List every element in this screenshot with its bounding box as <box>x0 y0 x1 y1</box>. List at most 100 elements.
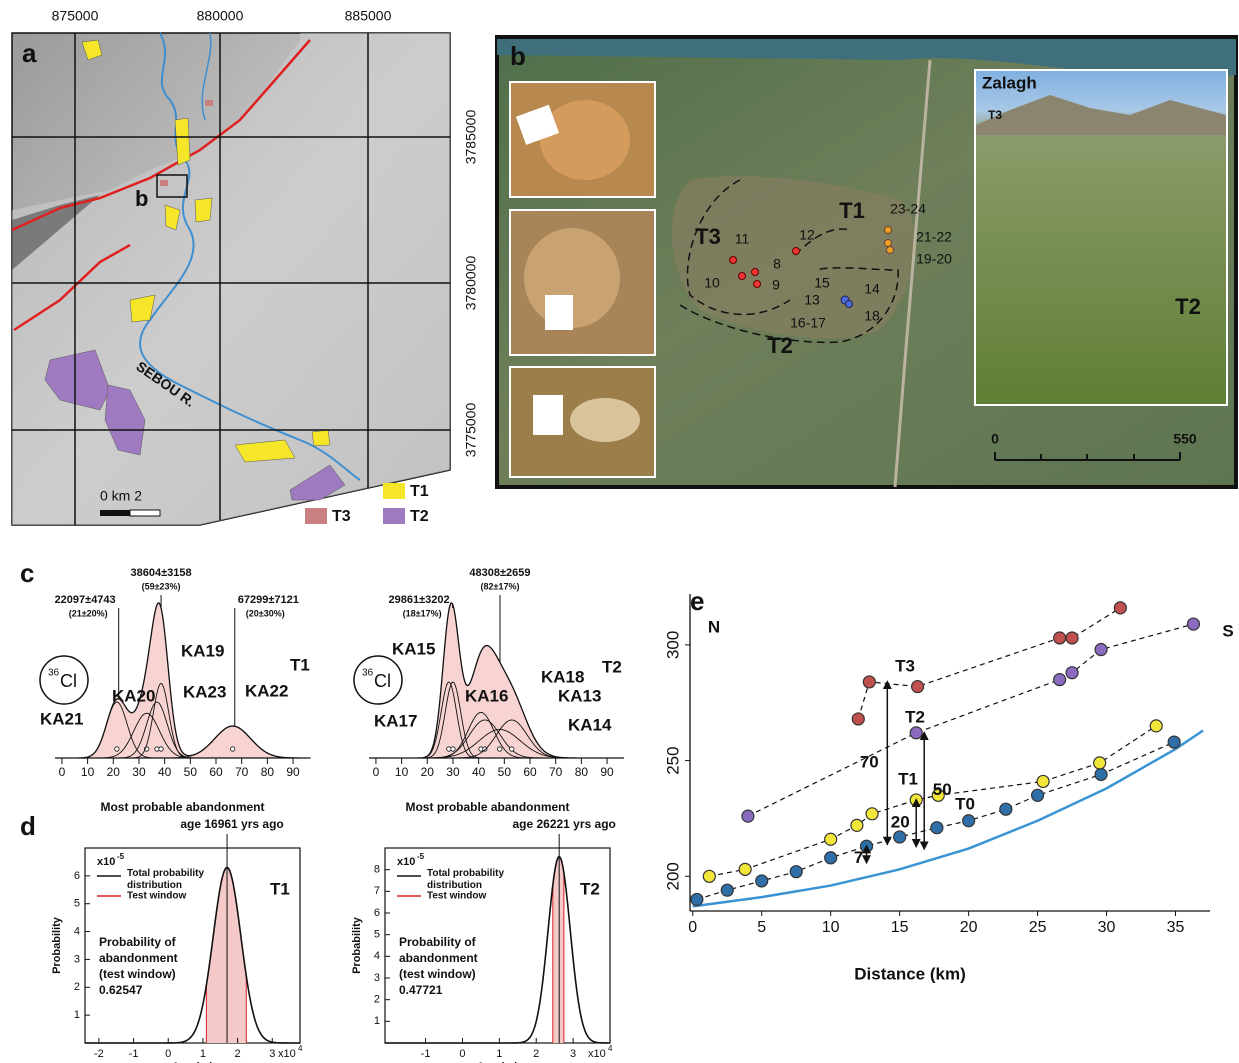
x-tick-label: 40 <box>158 765 172 779</box>
y-tick-label: 2 <box>374 994 380 1006</box>
coordinate-label: 880000 <box>197 8 244 24</box>
figure: a875000880000885000378500037800003775000… <box>0 0 1239 1063</box>
x-tick-label: 90 <box>286 765 300 779</box>
y-tick-label: 5 <box>74 898 80 910</box>
legend-label: Test window <box>127 891 186 902</box>
y-tick-label: 250 <box>663 746 682 774</box>
sample-label: 14 <box>864 281 880 297</box>
chart-title: age 26221 yrs ago <box>512 817 615 831</box>
sample-age <box>498 747 502 751</box>
terrace-point <box>1094 757 1106 769</box>
x-tick-label: 20 <box>960 919 978 936</box>
terrace-point <box>894 831 906 843</box>
x-tick-label: 3 <box>570 1048 576 1060</box>
terrace-t1 <box>195 198 212 222</box>
y-tick-label: 300 <box>663 631 682 659</box>
x-tick-label: 90 <box>600 765 614 779</box>
x-tick-label: 70 <box>549 765 563 779</box>
x-tick-label: 0 <box>165 1048 171 1060</box>
sample-label: 11 <box>735 231 750 247</box>
terrace-profile <box>748 624 1194 816</box>
sample-label: KA15 <box>392 639 435 658</box>
terrace-point <box>790 866 802 878</box>
terrace-label: T1 <box>839 198 865 223</box>
x-tick-label: 80 <box>575 765 589 779</box>
terrace-label: T1 <box>898 769 918 788</box>
y-tick-label: 1 <box>374 1015 380 1027</box>
y-tick-label: 6 <box>374 907 380 919</box>
y-axis-label: Probability <box>351 916 363 974</box>
sample-label: KA14 <box>568 715 612 734</box>
chart-title: age 16961 yrs ago <box>180 817 283 831</box>
terrace-t3 <box>160 180 168 186</box>
x-tick-label: -1 <box>421 1048 431 1060</box>
x-tick-label: 2 <box>533 1048 539 1060</box>
x-tick-label: 0 <box>688 919 697 936</box>
x-tick-label: 1 <box>200 1048 206 1060</box>
photo-title: Zalagh <box>982 73 1037 92</box>
terrace-point <box>739 863 751 875</box>
x-tick-label: 0 <box>459 1048 465 1060</box>
legend-label: Test window <box>427 891 486 902</box>
peak-age: 67299±7121 <box>238 594 299 606</box>
terrace-label: T0 <box>955 794 975 813</box>
terrace-t1 <box>312 430 330 446</box>
x-tick-label: 0 <box>373 765 380 779</box>
incision-label: 70 <box>860 752 879 771</box>
sample-site <box>846 301 853 308</box>
sample-site <box>885 240 892 247</box>
terrace-point <box>1150 720 1162 732</box>
sample-site <box>887 247 894 254</box>
y-tick-label: 7 <box>374 885 380 897</box>
terrace-t3 <box>205 100 213 106</box>
x-tick-label: 20 <box>421 765 435 779</box>
peak-weight: (59±23%) <box>142 581 181 591</box>
sample-label: KA16 <box>465 686 508 705</box>
x-tick-label: 60 <box>209 765 223 779</box>
sample-site <box>730 257 737 264</box>
x-tick-label: 30 <box>1098 919 1116 936</box>
terrace-point <box>963 815 975 827</box>
y-tick-label: 8 <box>374 864 380 876</box>
coordinate-label: 3785000 <box>463 110 479 165</box>
sample-label: 21-22 <box>916 229 952 245</box>
terrace-point <box>1168 736 1180 748</box>
sample-label: KA18 <box>541 667 584 686</box>
terrace-point <box>1187 618 1199 630</box>
map-a <box>12 33 450 525</box>
photo-label: T3 <box>988 108 1002 122</box>
x-tick-label: 30 <box>132 765 146 779</box>
terrace-point <box>825 852 837 864</box>
y-multiplier-exp: -5 <box>117 852 125 861</box>
incision-label: 7 <box>854 848 863 867</box>
legend-label: T1 <box>410 483 429 500</box>
sample-label: 12 <box>799 227 815 243</box>
chart-title: Most probable abandonment <box>100 800 264 814</box>
panel-label: b <box>510 41 526 71</box>
isotope-symbol: Cl <box>60 671 77 691</box>
sample-label: 10 <box>704 275 720 291</box>
y-tick-label: 5 <box>374 929 380 941</box>
density-curve <box>55 702 310 758</box>
isotope-symbol: Cl <box>374 671 391 691</box>
note: abandonment <box>99 951 178 965</box>
terrace-point <box>1095 768 1107 780</box>
panel-label: e <box>690 586 704 616</box>
x-tick-label: 70 <box>235 765 249 779</box>
terrace-profile <box>709 726 1156 876</box>
scale-bar <box>130 510 160 516</box>
x-tick-label: 80 <box>261 765 275 779</box>
x-tick-label: -2 <box>94 1048 104 1060</box>
peak-weight: (21±20%) <box>69 608 108 618</box>
terrace-point <box>1095 644 1107 656</box>
y-tick-label: 1 <box>74 1009 80 1021</box>
coordinate-label: 3780000 <box>463 256 479 311</box>
y-tick-label: 4 <box>74 925 80 937</box>
photo-label: T2 <box>1175 294 1201 319</box>
sample-site <box>739 273 746 280</box>
sample-age <box>159 747 163 751</box>
y-multiplier: x10 <box>397 856 415 868</box>
sample-label: 15 <box>814 275 830 291</box>
direction-label: N <box>708 617 720 636</box>
terrace-label: T2 <box>580 879 600 898</box>
